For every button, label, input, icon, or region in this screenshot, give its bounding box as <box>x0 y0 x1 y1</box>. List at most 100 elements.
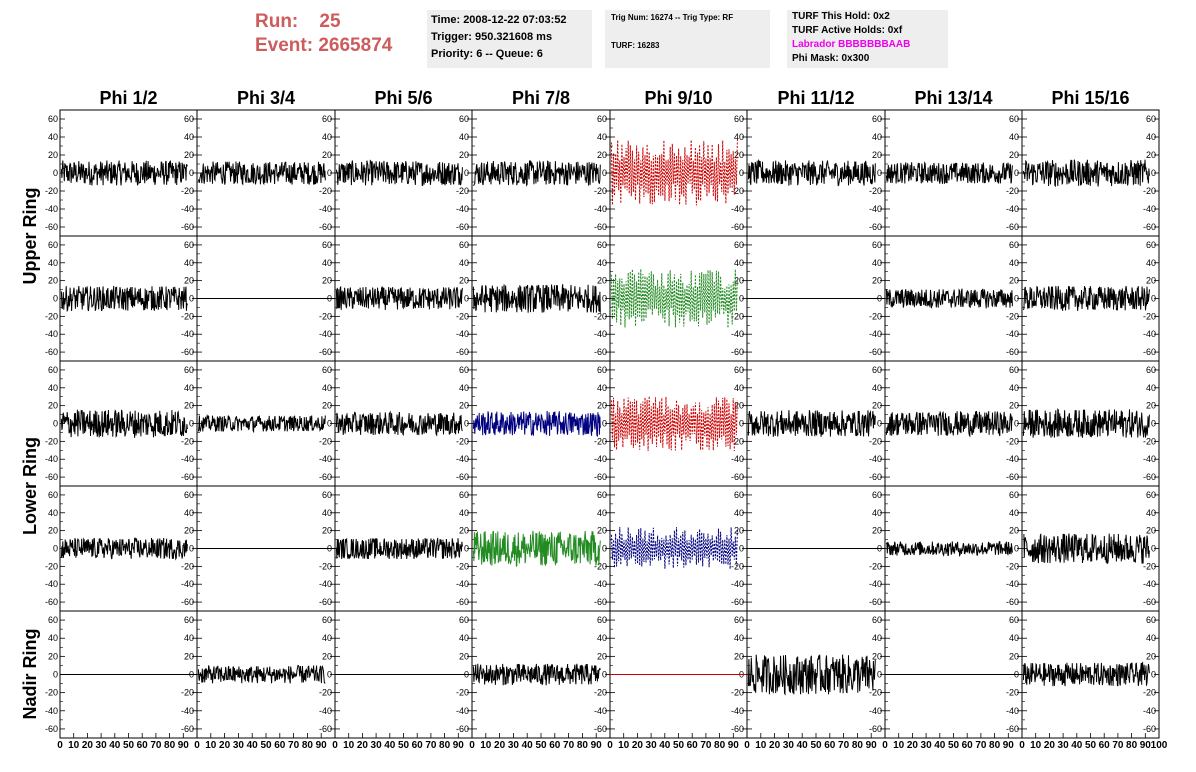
column-header: Phi 1/2 <box>99 88 157 108</box>
y-tick-label: 0 <box>602 168 607 178</box>
x-tick-label: 0 <box>57 740 63 751</box>
y-tick-label: -20 <box>594 186 607 196</box>
x-tick-label: 60 <box>824 740 836 751</box>
y-tick-label: 60 <box>597 615 607 625</box>
y-tick-label: -20 <box>731 561 744 571</box>
waveform-trace <box>335 537 463 560</box>
waveform-trace <box>197 413 326 434</box>
y-tick-label: 0 <box>602 419 607 429</box>
y-tick-label: -60 <box>731 347 744 357</box>
y-tick-label: 40 <box>597 383 607 393</box>
y-tick-label: -60 <box>731 472 744 482</box>
y-tick-label: 40 <box>48 132 58 142</box>
x-tick-label: 40 <box>109 740 121 751</box>
event-label: Event: <box>255 35 314 56</box>
y-tick-label: 60 <box>1146 490 1156 500</box>
y-tick-label: -60 <box>1006 222 1019 232</box>
y-tick-label: -60 <box>45 347 58 357</box>
y-tick-label: -40 <box>45 579 58 589</box>
y-tick-label: -40 <box>1143 204 1156 214</box>
y-tick-label: -60 <box>1143 724 1156 734</box>
y-tick-label: 60 <box>734 240 744 250</box>
y-tick-label: -40 <box>594 454 607 464</box>
x-tick-label: 30 <box>371 740 383 751</box>
y-tick-label: -20 <box>1143 561 1156 571</box>
y-tick-label: 60 <box>1009 114 1019 124</box>
y-tick-label: 20 <box>184 276 194 286</box>
x-tick-label: 70 <box>1112 740 1124 751</box>
y-tick-label: -60 <box>1143 597 1156 607</box>
y-tick-label: 60 <box>597 114 607 124</box>
y-tick-label: 0 <box>1014 294 1019 304</box>
y-tick-label: 40 <box>597 258 607 268</box>
run-row: Run: 25 <box>255 10 392 34</box>
y-tick-label: -20 <box>1143 186 1156 196</box>
x-tick-label: 70 <box>288 740 300 751</box>
y-tick-label: 20 <box>48 150 58 160</box>
y-tick-label: 20 <box>597 276 607 286</box>
y-tick-label: -40 <box>1006 579 1019 589</box>
waveform-trace <box>1023 533 1150 564</box>
waveform-trace <box>1022 661 1150 687</box>
waveform-trace <box>610 139 738 206</box>
column-header: Phi 9/10 <box>644 88 712 108</box>
x-tick-label: 40 <box>384 740 396 751</box>
y-tick-label: -60 <box>319 222 332 232</box>
y-tick-label: 60 <box>1009 365 1019 375</box>
y-tick-label: 60 <box>48 114 58 124</box>
x-tick-label: 10 <box>893 740 905 751</box>
y-tick-label: -40 <box>869 454 882 464</box>
y-tick-label: -60 <box>1006 347 1019 357</box>
y-tick-label: 60 <box>872 365 882 375</box>
x-tick-label: 10 <box>343 740 355 751</box>
x-tick-label: 10 <box>755 740 767 751</box>
waveform-trace <box>472 663 601 686</box>
y-tick-label: 60 <box>459 365 469 375</box>
y-tick-label: -60 <box>181 222 194 232</box>
y-tick-label: 20 <box>184 401 194 411</box>
x-tick-label: 80 <box>989 740 1001 751</box>
y-tick-label: -40 <box>869 204 882 214</box>
y-tick-label: 20 <box>1009 150 1019 160</box>
y-tick-label: -60 <box>456 597 469 607</box>
y-tick-label: 40 <box>1009 132 1019 142</box>
x-tick-label: 30 <box>96 740 108 751</box>
x-tick-label: 0 <box>744 740 750 751</box>
y-tick-label: 0 <box>189 544 194 554</box>
y-tick-label: -20 <box>1143 688 1156 698</box>
y-tick-label: -60 <box>1143 472 1156 482</box>
time-info-box: Time: 2008-12-22 07:03:52 Trigger: 950.3… <box>427 10 592 68</box>
y-tick-label: 0 <box>739 544 744 554</box>
y-tick-label: 60 <box>1146 365 1156 375</box>
y-tick-label: -40 <box>319 706 332 716</box>
x-tick-label: 80 <box>577 740 589 751</box>
y-tick-label: -20 <box>319 561 332 571</box>
y-tick-label: -20 <box>594 311 607 321</box>
x-tick-label: 80 <box>852 740 864 751</box>
y-tick-label: 40 <box>872 132 882 142</box>
y-tick-label: 0 <box>53 294 58 304</box>
x-tick-label: 90 <box>316 740 328 751</box>
y-tick-label: -20 <box>594 436 607 446</box>
y-tick-label: 20 <box>322 526 332 536</box>
y-tick-label: -60 <box>594 222 607 232</box>
labrador-text: Labrador BBBBBBBAAB <box>792 39 911 50</box>
y-tick-label: 0 <box>53 544 58 554</box>
y-tick-label: -20 <box>319 688 332 698</box>
y-tick-label: 0 <box>739 419 744 429</box>
y-tick-label: -20 <box>456 186 469 196</box>
y-tick-label: 60 <box>184 114 194 124</box>
y-tick-label: -40 <box>319 204 332 214</box>
ring-label: Upper Ring <box>20 188 40 285</box>
y-tick-label: -20 <box>45 311 58 321</box>
y-tick-label: -20 <box>319 311 332 321</box>
trig-num-text: Trig Num: 16274 -- Trig Type: RF <box>611 13 734 22</box>
waveform-trace <box>335 410 463 437</box>
x-tick-label: 80 <box>714 740 726 751</box>
y-tick-label: -20 <box>869 311 882 321</box>
y-tick-label: 20 <box>322 150 332 160</box>
x-tick-label: 40 <box>797 740 809 751</box>
y-tick-label: 20 <box>459 526 469 536</box>
priority-text: Priority: 6 -- Queue: 6 <box>431 48 543 60</box>
y-tick-label: 40 <box>1009 383 1019 393</box>
